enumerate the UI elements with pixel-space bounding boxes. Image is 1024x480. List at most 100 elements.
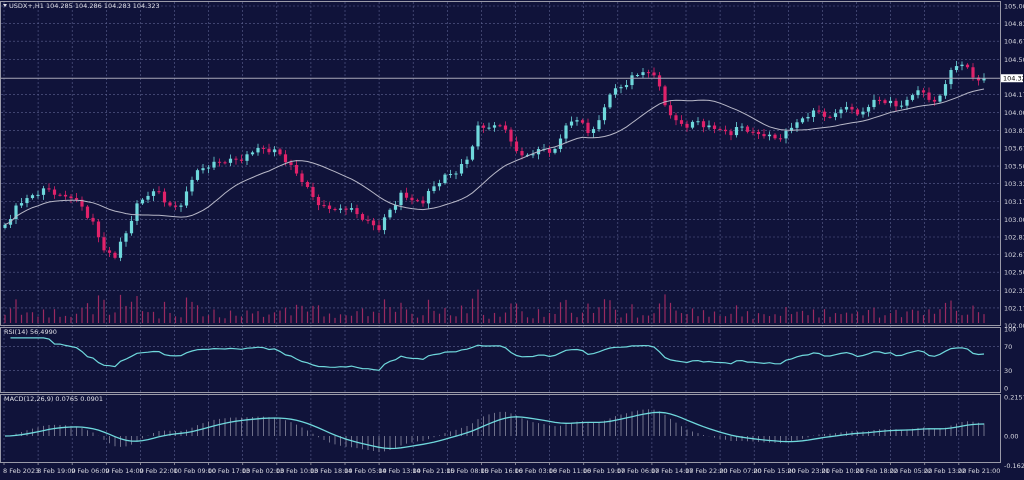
time-tick-label: 20 Feb 23:00: [787, 467, 830, 475]
candle-bull: [338, 208, 343, 210]
candle-bear: [652, 72, 656, 76]
time-tick-label: 22 Feb 13:00: [924, 467, 967, 475]
price-tick-label: 103.170: [1004, 198, 1024, 206]
candle-bear: [261, 147, 266, 149]
time-tick-label: 9 Feb 06:00: [71, 467, 110, 475]
candle-bull: [602, 107, 607, 121]
candle-bull: [767, 134, 772, 137]
time-tick-label: 15 Feb 08:00: [446, 467, 489, 475]
moving-average-line: [4, 88, 985, 226]
candle-bear: [976, 77, 981, 81]
candle-bull: [135, 203, 139, 221]
candle-bull: [899, 105, 904, 107]
time-tick-label: 8 Feb 2023: [3, 467, 39, 475]
time-tick-label: 14 Feb 21:00: [412, 467, 455, 475]
panel-frames: [0, 1, 1001, 463]
candle-bear: [514, 141, 519, 152]
price-tick-label: 102.005: [1004, 322, 1024, 330]
time-tick-label: 13 Feb 02:00: [242, 467, 285, 475]
candle-bull: [206, 167, 211, 169]
candle-bear: [289, 162, 293, 165]
candle-bear: [377, 225, 381, 231]
candle-bull: [531, 154, 535, 156]
candle-bear: [778, 138, 783, 140]
time-tick-label: 15 Feb 16:00: [480, 467, 523, 475]
time-tick-label: 14 Feb 05:00: [344, 467, 387, 475]
candle-bull: [811, 110, 816, 117]
candle-bull: [25, 198, 29, 204]
candle-bull: [619, 87, 623, 89]
candle-bear: [971, 67, 975, 78]
candle-bear: [91, 217, 95, 222]
candle-bull: [195, 170, 200, 180]
candle-bear: [877, 99, 882, 101]
time-tick-label: 16 Feb 11:00: [549, 467, 592, 475]
candle-bear: [360, 214, 365, 220]
candle-bear: [371, 220, 376, 226]
candle-bear: [580, 120, 585, 123]
candle-bear: [322, 205, 326, 207]
candle-bear: [586, 122, 590, 133]
price-tick-label: 102.505: [1004, 269, 1024, 277]
candle-bull: [591, 129, 596, 133]
candle-bull: [861, 111, 865, 115]
candle-bull: [448, 174, 453, 176]
rsi-label: RSI(14) 56.4990: [4, 328, 57, 336]
candle-bull: [954, 66, 959, 71]
time-tick-label: 9 Feb 14:00: [105, 467, 144, 475]
candle-bear: [102, 237, 106, 251]
candle-bull: [250, 152, 255, 155]
price-tick-label: 103.670: [1004, 144, 1024, 152]
candle-bear: [855, 109, 860, 115]
rsi-tick-label: 0: [1004, 385, 1008, 393]
chart-title: USDX+,H1 104.285 104.286 104.283 104.323: [9, 2, 160, 10]
candle-bull: [553, 148, 557, 153]
time-tick-label: 22 Feb 21:00: [958, 467, 1001, 475]
candle-bear: [52, 189, 57, 195]
candle-bear: [85, 206, 90, 218]
candle-bull: [388, 209, 392, 218]
candle-bear: [74, 198, 79, 200]
time-tick-label: 14 Feb 13:00: [378, 467, 421, 475]
candle-bear: [932, 99, 937, 102]
candle-bear: [718, 128, 722, 130]
price-tick-label: 104.670: [1004, 38, 1024, 46]
candle-bull: [833, 113, 838, 117]
axis-labels: 105.000 104.835 104.670 104.500 104.170 104.0…: [1004, 3, 1024, 470]
candle-bull: [382, 217, 387, 231]
collapse-triangle-icon[interactable]: [3, 4, 7, 7]
candle-bull: [943, 84, 948, 96]
time-tick-label: 8 Feb 19:00: [37, 467, 76, 475]
candle-bull: [575, 120, 579, 122]
candle-bear: [344, 208, 348, 210]
candle-bull: [124, 233, 128, 242]
time-tick-label: 17 Feb 22:00: [685, 467, 728, 475]
macd-tick-label: -0.1622: [1004, 462, 1024, 470]
price-tick-label: 104.835: [1004, 20, 1024, 28]
time-tick-label: 16 Feb 03:00: [515, 467, 558, 475]
candle-bull: [844, 106, 849, 110]
candle-bear: [239, 159, 244, 161]
price-tick-label: 104.500: [1004, 56, 1024, 64]
candle-bull: [707, 125, 711, 128]
candle-bull: [272, 149, 277, 153]
candle-bull: [151, 191, 156, 196]
current-price-tag: 104.323: [1001, 74, 1024, 83]
candle-bear: [410, 197, 414, 201]
candle-bull: [476, 125, 480, 147]
candle-bear: [278, 149, 282, 155]
rsi-panel-frame: [0, 327, 1001, 393]
candle-bull: [437, 183, 442, 187]
candle-bear: [267, 148, 271, 153]
candle-bear: [327, 205, 332, 209]
candle-bear: [311, 186, 315, 197]
macd-panel-frame: [0, 394, 1001, 463]
macd-histogram: [10, 409, 985, 453]
candle-bull: [36, 194, 40, 196]
candle-bear: [305, 182, 310, 187]
price-tick-label: 103.000: [1004, 216, 1024, 224]
candle-bear: [503, 125, 508, 130]
candle-bull: [740, 126, 744, 128]
candle-bear: [756, 131, 761, 135]
